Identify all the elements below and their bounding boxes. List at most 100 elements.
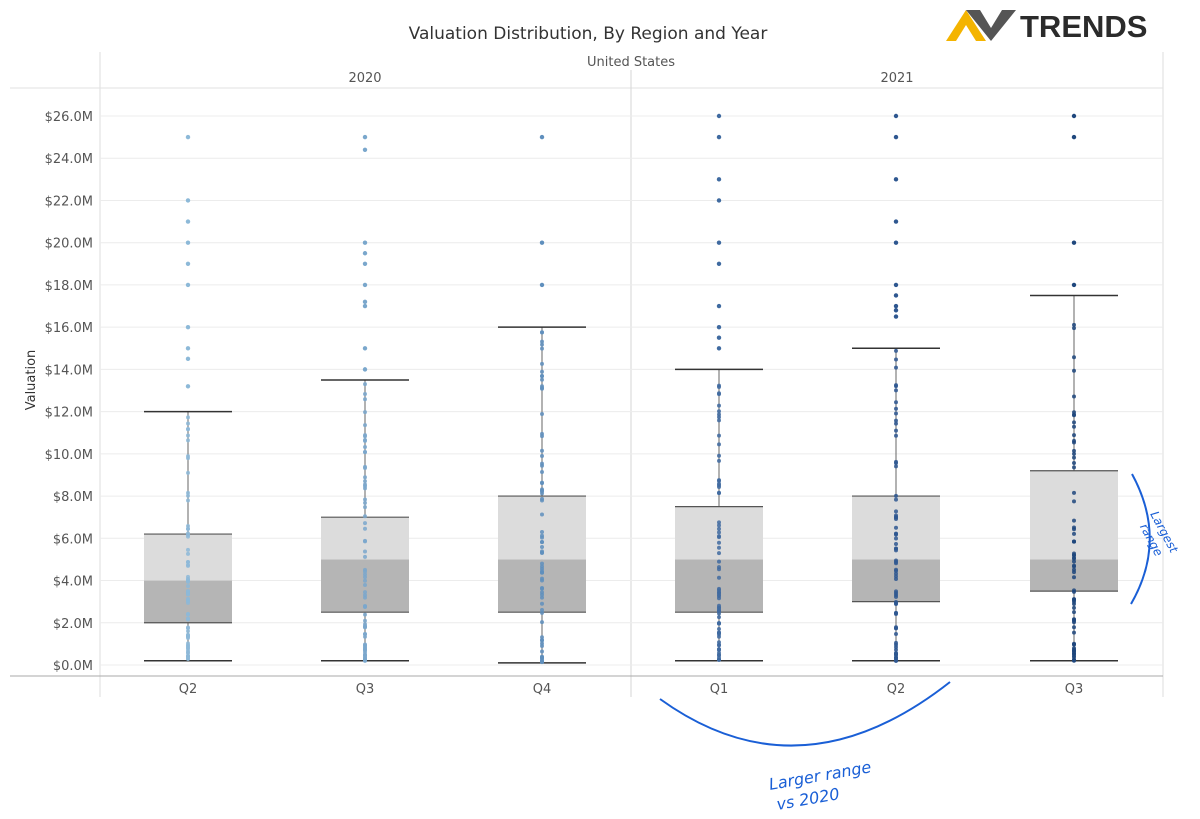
data-point xyxy=(1072,559,1076,564)
data-point xyxy=(363,486,367,491)
data-point xyxy=(1072,649,1076,654)
data-point xyxy=(363,549,367,554)
annotation-arc-larger-range xyxy=(659,681,951,747)
data-point xyxy=(363,590,367,595)
annotation-arc-largest-range xyxy=(1130,473,1151,605)
data-point xyxy=(186,584,190,589)
x-tick-label: Q3 xyxy=(1065,682,1084,697)
data-point xyxy=(363,423,367,428)
outlier-point xyxy=(1071,282,1077,288)
data-point xyxy=(363,434,367,439)
x-tick-label: Q1 xyxy=(710,682,729,697)
region-header: United States xyxy=(587,55,675,70)
outlier-point xyxy=(185,198,191,203)
outlier-point xyxy=(716,303,722,309)
data-point xyxy=(1072,326,1076,331)
y-tick-label: $10.0M xyxy=(45,448,93,463)
outlier-point xyxy=(185,240,191,245)
data-point xyxy=(1072,651,1076,656)
box-2020-q3 xyxy=(321,134,409,663)
y-tick-label: $22.0M xyxy=(45,194,93,209)
data-point xyxy=(717,412,721,417)
data-point xyxy=(363,444,367,449)
y-tick-label: $0.0M xyxy=(53,659,93,674)
data-point xyxy=(894,509,898,514)
data-point xyxy=(894,626,898,631)
data-point xyxy=(186,438,190,443)
y-tick-label: $26.0M xyxy=(45,110,93,125)
trends-logo: TRENDS xyxy=(946,9,1147,44)
box-2020-q4 xyxy=(498,134,586,665)
data-point xyxy=(186,656,190,661)
data-point xyxy=(1072,630,1076,635)
data-point xyxy=(894,515,898,520)
data-point xyxy=(894,348,898,353)
data-point xyxy=(717,520,721,525)
data-point xyxy=(717,657,721,662)
data-point xyxy=(1072,410,1076,415)
data-point xyxy=(1072,420,1076,425)
outlier-point xyxy=(1071,113,1077,119)
box-upper xyxy=(1030,470,1118,560)
data-point xyxy=(717,607,721,612)
data-point xyxy=(363,612,367,617)
data-point xyxy=(717,643,721,648)
data-point xyxy=(363,618,367,623)
data-point xyxy=(186,427,190,432)
data-point xyxy=(894,406,898,411)
data-point xyxy=(540,454,544,459)
data-point xyxy=(363,631,367,636)
data-point xyxy=(717,565,721,570)
data-point xyxy=(717,540,721,545)
data-point xyxy=(894,655,898,660)
data-point xyxy=(894,383,898,388)
data-point xyxy=(717,403,721,408)
y-axis-title: Valuation xyxy=(24,350,39,411)
data-point xyxy=(540,346,544,351)
chart-title: Valuation Distribution, By Region and Ye… xyxy=(409,24,768,44)
data-point xyxy=(894,428,898,433)
data-point xyxy=(894,542,898,547)
data-point xyxy=(363,410,367,415)
outlier-point xyxy=(1071,134,1077,140)
outlier-point xyxy=(893,134,899,140)
data-point xyxy=(540,369,544,374)
data-point xyxy=(363,593,367,598)
y-tick-label: $20.0M xyxy=(45,237,93,252)
data-point xyxy=(717,385,721,390)
data-point xyxy=(1072,518,1076,523)
outlier-point xyxy=(893,308,899,313)
data-point xyxy=(894,548,898,553)
outlier-point xyxy=(185,219,191,224)
data-point xyxy=(894,418,898,423)
data-point xyxy=(1072,588,1076,593)
data-point xyxy=(540,448,544,453)
data-points xyxy=(1071,113,1077,663)
data-point xyxy=(540,461,544,466)
outlier-point xyxy=(185,346,191,351)
data-point xyxy=(1072,413,1076,418)
gridlines xyxy=(100,115,1163,666)
data-point xyxy=(1072,460,1076,465)
data-point xyxy=(186,563,190,568)
y-tick-label: $8.0M xyxy=(53,490,93,505)
data-point xyxy=(186,577,190,582)
data-point xyxy=(363,643,367,648)
data-point xyxy=(1072,531,1076,536)
outlier-point xyxy=(716,198,722,203)
data-point xyxy=(540,434,544,439)
outlier-point xyxy=(362,346,368,351)
data-point xyxy=(894,357,898,362)
data-point xyxy=(1072,499,1076,504)
data-point xyxy=(894,536,898,541)
data-point xyxy=(717,442,721,447)
data-point xyxy=(1072,610,1076,615)
x-tick-label: Q2 xyxy=(887,682,906,697)
data-point xyxy=(363,572,367,577)
outlier-point xyxy=(893,219,899,224)
data-point xyxy=(717,626,721,631)
data-point xyxy=(540,638,544,643)
data-point xyxy=(717,615,721,620)
logo-v-mark xyxy=(966,10,1016,41)
data-point xyxy=(894,531,898,536)
